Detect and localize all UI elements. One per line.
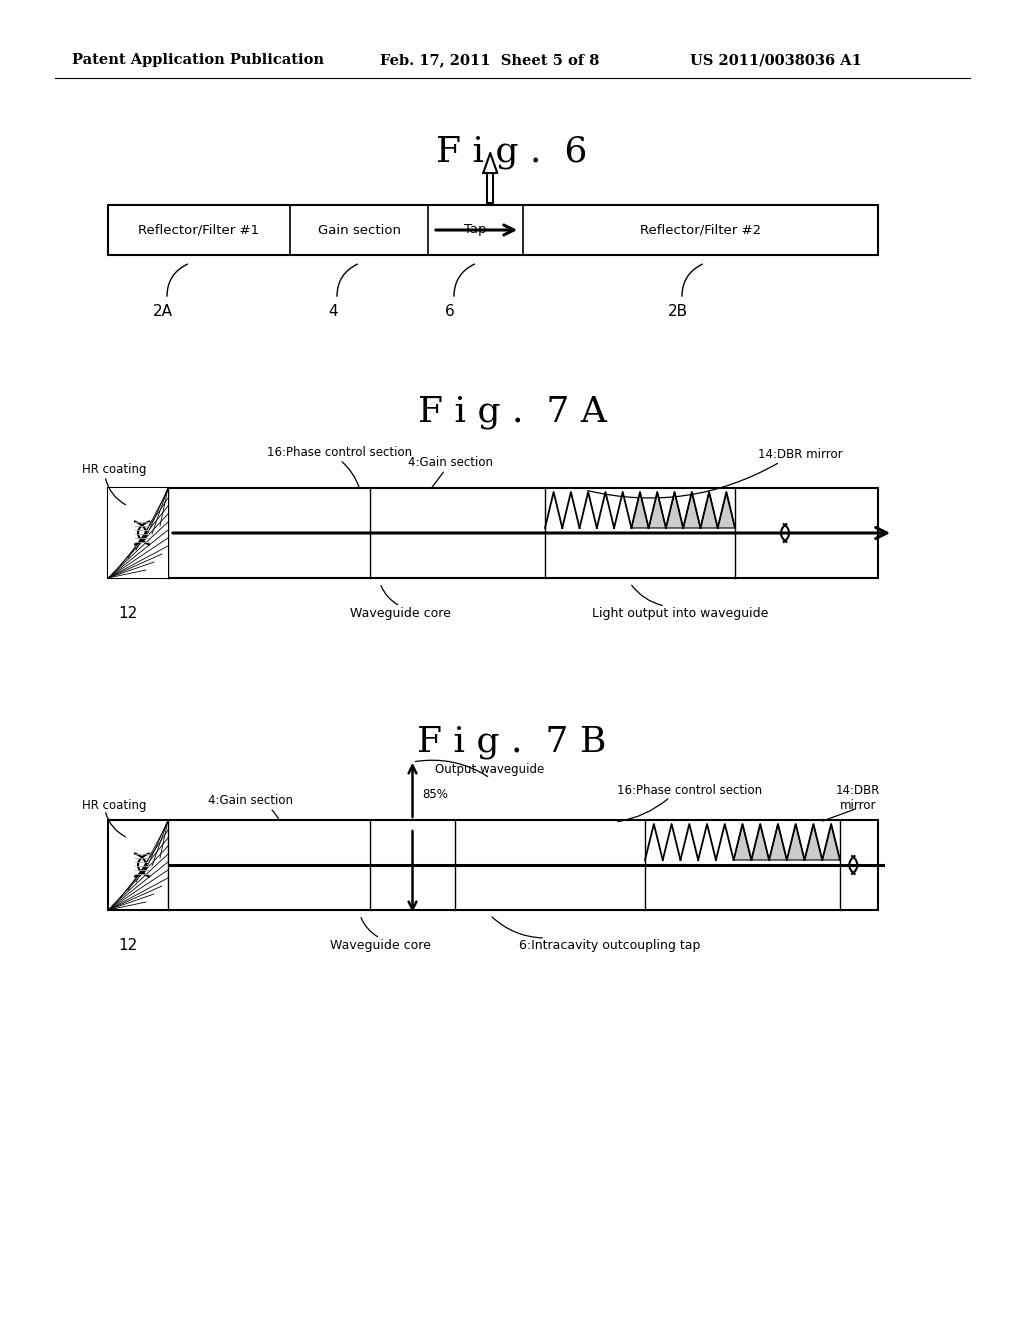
Text: F i g .  7 B: F i g . 7 B bbox=[417, 725, 607, 759]
Polygon shape bbox=[752, 824, 769, 861]
Text: 16:Phase control section: 16:Phase control section bbox=[617, 784, 763, 796]
Text: 12: 12 bbox=[119, 937, 137, 953]
Text: F i g .  7 A: F i g . 7 A bbox=[418, 395, 606, 429]
Polygon shape bbox=[632, 492, 648, 528]
Polygon shape bbox=[718, 492, 735, 528]
Polygon shape bbox=[769, 824, 786, 861]
Text: 6:Intracavity outcoupling tap: 6:Intracavity outcoupling tap bbox=[519, 939, 700, 952]
Text: HR coating: HR coating bbox=[82, 463, 146, 477]
Text: Feb. 17, 2011  Sheet 5 of 8: Feb. 17, 2011 Sheet 5 of 8 bbox=[380, 53, 599, 67]
Polygon shape bbox=[786, 824, 805, 861]
Text: 14:DBR mirror: 14:DBR mirror bbox=[758, 449, 843, 462]
Bar bbox=[108, 488, 168, 578]
Text: 12: 12 bbox=[119, 606, 137, 620]
Polygon shape bbox=[683, 492, 700, 528]
Text: 4:Gain section: 4:Gain section bbox=[208, 793, 293, 807]
Polygon shape bbox=[666, 492, 683, 528]
Text: Tap: Tap bbox=[464, 223, 486, 236]
Text: Waveguide core: Waveguide core bbox=[330, 939, 430, 952]
Text: 2B: 2B bbox=[668, 305, 688, 319]
Text: Reflector/Filter #1: Reflector/Filter #1 bbox=[138, 223, 259, 236]
Text: 6: 6 bbox=[445, 305, 455, 319]
Text: 4:Gain section: 4:Gain section bbox=[408, 455, 493, 469]
Bar bbox=[108, 820, 878, 909]
Text: Gain section: Gain section bbox=[317, 223, 400, 236]
Polygon shape bbox=[700, 492, 718, 528]
Text: Waveguide core: Waveguide core bbox=[349, 606, 451, 619]
Text: 16:Phase control section: 16:Phase control section bbox=[267, 446, 413, 458]
Text: 2A: 2A bbox=[153, 305, 173, 319]
Text: US 2011/0038036 A1: US 2011/0038036 A1 bbox=[690, 53, 862, 67]
Polygon shape bbox=[733, 824, 752, 861]
Text: HR coating: HR coating bbox=[82, 799, 146, 812]
Text: 4: 4 bbox=[328, 305, 338, 319]
Text: Patent Application Publication: Patent Application Publication bbox=[72, 53, 324, 67]
Text: F i g .  6: F i g . 6 bbox=[436, 135, 588, 169]
Polygon shape bbox=[805, 824, 822, 861]
Text: Reflector/Filter #2: Reflector/Filter #2 bbox=[640, 223, 761, 236]
Text: Light output into waveguide: Light output into waveguide bbox=[592, 606, 768, 619]
Polygon shape bbox=[648, 492, 666, 528]
Text: 85%: 85% bbox=[423, 788, 449, 801]
Text: 14:DBR
mirror: 14:DBR mirror bbox=[836, 784, 881, 812]
Text: Output waveguide: Output waveguide bbox=[435, 763, 545, 776]
Bar bbox=[108, 488, 878, 578]
Polygon shape bbox=[822, 824, 840, 861]
Bar bbox=[108, 205, 878, 255]
